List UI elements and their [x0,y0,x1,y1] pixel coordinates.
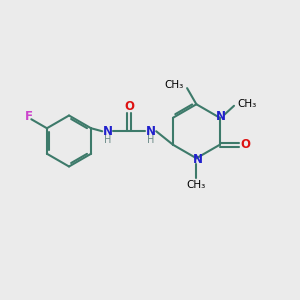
Text: N: N [216,110,226,123]
Text: H: H [104,135,111,145]
Text: CH₃: CH₃ [238,99,257,109]
Text: H: H [147,135,154,145]
Text: O: O [241,138,251,151]
Text: N: N [193,153,202,166]
Text: N: N [146,125,156,138]
Text: N: N [103,125,112,138]
Text: CH₃: CH₃ [164,80,184,90]
Text: F: F [25,110,33,123]
Text: CH₃: CH₃ [187,180,206,190]
Text: O: O [124,100,134,112]
